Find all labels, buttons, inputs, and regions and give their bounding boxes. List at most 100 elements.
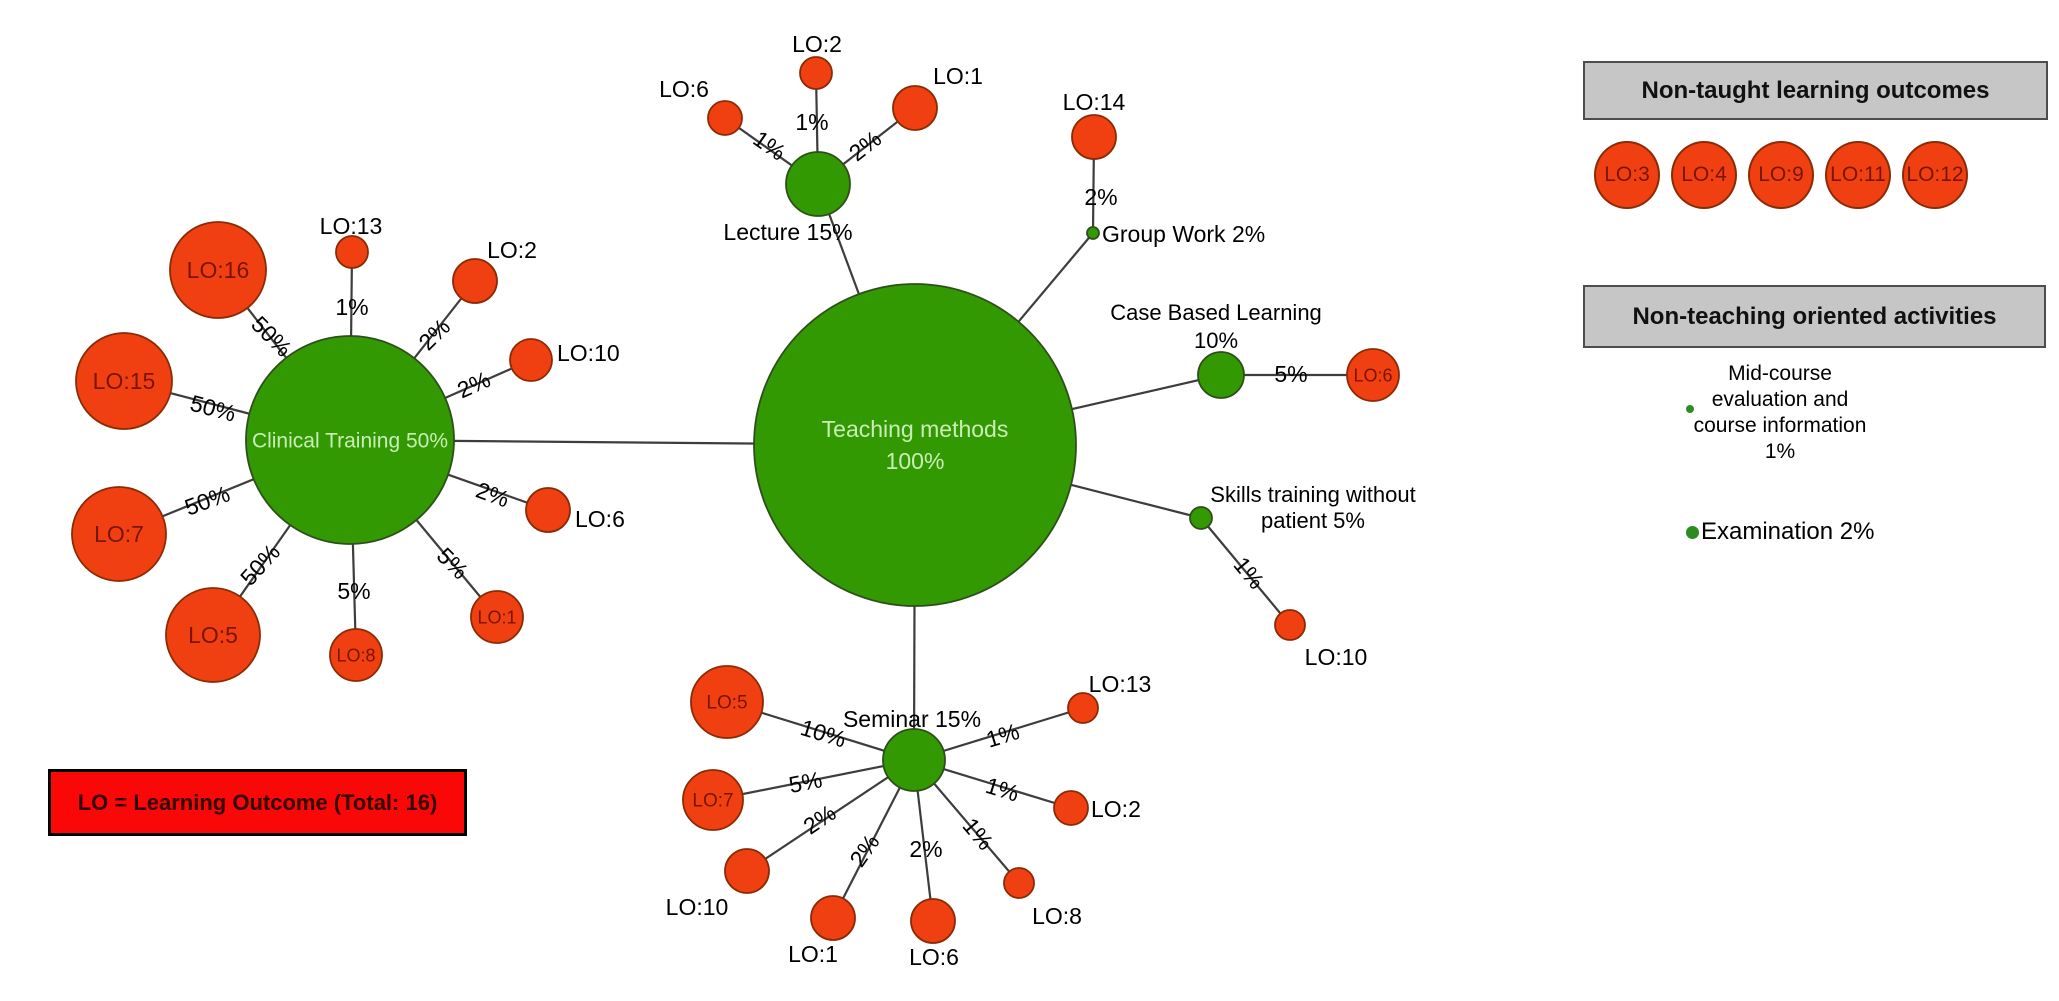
node-cl-lo6 [525, 487, 571, 533]
node-label-lo14: LO:14 [1063, 89, 1126, 115]
node-sem-lo1 [810, 895, 856, 941]
edge-label-cl-lo6--clinical: 2% [473, 477, 513, 513]
node-label-teaching: 100% [886, 448, 945, 474]
node-case-lo6 [1346, 348, 1400, 402]
node-label-cl-lo1: LO:1 [477, 607, 516, 627]
lo-footnote-box: LO = Learning Outcome (Total: 16) [48, 769, 467, 836]
node-label-lec-lo1: LO:1 [933, 63, 983, 89]
mid-course-line: course information [1693, 414, 1867, 437]
node-label-skills-lo10: LO:10 [1305, 644, 1368, 670]
edge-label-sem-lo13--seminar: 1% [983, 718, 1022, 753]
legend-lo-circle: LO:9 [1748, 141, 1814, 209]
node-label-cl-lo8: LO:8 [336, 645, 375, 665]
edge-label-cl-lo15--clinical: 50% [187, 390, 238, 427]
node-cl-lo7 [71, 486, 167, 582]
node-cl-lo1 [470, 590, 524, 644]
node-label-cl-lo6: LO:6 [575, 506, 625, 532]
node-label-sem-lo6: LO:6 [909, 944, 959, 970]
node-label-teaching: Teaching methods [822, 416, 1009, 442]
edge-label-cl-lo10--clinical: 2% [453, 366, 494, 403]
node-lo14 [1071, 114, 1117, 160]
node-teaching [753, 283, 1077, 607]
mid-course-line: evaluation and [1711, 388, 1849, 411]
non-teaching-title: Non-teaching oriented activities [1632, 302, 1997, 330]
edge-label-cl-lo16--clinical: 50% [246, 311, 297, 362]
node-cl-lo13 [335, 235, 369, 269]
edge-label-lo14--group-work: 2% [1084, 184, 1117, 210]
node-label-case-based: Case Based Learning [1110, 300, 1322, 325]
node-sem-lo7 [682, 769, 744, 831]
edge-label-sem-lo6--seminar: 2% [909, 836, 942, 862]
node-case-based [1197, 351, 1245, 399]
node-label-sem-lo2: LO:2 [1091, 796, 1141, 822]
node-label-cl-lo16: LO:16 [187, 257, 250, 283]
node-cl-lo5 [165, 587, 261, 683]
node-label-sem-lo1: LO:1 [788, 941, 838, 967]
node-label-cl-lo5: LO:5 [188, 622, 238, 648]
edge-label-cl-lo2--clinical: 2% [413, 313, 455, 355]
mid-course-dot [1686, 405, 1694, 413]
node-seminar [882, 728, 946, 792]
mid-course-line: 1% [1764, 440, 1796, 463]
lo-footnote-text: LO = Learning Outcome (Total: 16) [77, 789, 438, 815]
edge-skills-lo10--skills [1200, 517, 1291, 626]
examination-row: Examination 2% [1686, 518, 1874, 546]
non-taught-title: Non-taught learning outcomes [1641, 76, 1990, 104]
node-sem-lo13 [1067, 692, 1099, 724]
edge-label-cl-lo13--clinical: 1% [335, 294, 368, 320]
node-cl-lo10 [509, 338, 553, 382]
node-label-case-lo6: LO:6 [1353, 365, 1392, 385]
legend-lo-circle: LO:11 [1825, 141, 1891, 209]
legend-lo-circle: LO:3 [1594, 141, 1660, 209]
node-cl-lo15 [75, 332, 173, 430]
node-lec-lo6 [707, 100, 743, 136]
node-label-sem-lo7: LO:7 [692, 791, 733, 812]
node-lec-lo2 [799, 56, 833, 90]
edge-label-cl-lo5--clinical: 50% [235, 539, 285, 591]
node-label-skills: patient 5% [1261, 508, 1365, 533]
node-clinical [245, 335, 455, 545]
edge-label-sem-lo5--seminar: 10% [798, 714, 850, 752]
node-label-cl-lo13: LO:13 [320, 213, 383, 239]
edge-label-cl-lo7--clinical: 50% [181, 480, 233, 520]
edge-label-sem-lo1--seminar: 2% [844, 829, 884, 871]
non-teaching-header: Non-teaching oriented activities [1583, 285, 2046, 348]
node-label-sem-lo10: LO:10 [666, 894, 729, 920]
legend-lo-circle: LO:12 [1902, 141, 1968, 209]
node-label-lec-lo6: LO:6 [659, 76, 709, 102]
node-sem-lo8 [1003, 867, 1035, 899]
edge-sem-lo7--seminar [712, 758, 915, 802]
edge-label-cl-lo8--clinical: 5% [337, 578, 370, 604]
node-label-clinical: Clinical Training 50% [252, 429, 448, 452]
non-taught-header: Non-taught learning outcomes [1583, 61, 2048, 120]
node-label-skills: Skills training without [1210, 482, 1415, 507]
node-label-lec-lo2: LO:2 [792, 31, 842, 57]
node-skills [1189, 506, 1213, 530]
legend-lo-circle: LO:4 [1671, 141, 1737, 209]
node-label-sem-lo13: LO:13 [1089, 671, 1152, 697]
non-taught-circles: LO:3 LO:4 LO:9 LO:11 LO:12 [1594, 141, 1968, 209]
node-label-sem-lo5: LO:5 [706, 693, 747, 714]
node-sem-lo5 [690, 665, 764, 739]
node-label-case-based: 10% [1194, 328, 1238, 353]
node-label-cl-lo2: LO:2 [487, 237, 537, 263]
node-group-work [1086, 226, 1100, 240]
mid-course-label: Mid-course evaluation and course informati… [1670, 361, 1890, 465]
node-label-cl-lo15: LO:15 [93, 368, 156, 394]
node-sem-lo2 [1053, 790, 1089, 826]
edge-label-cl-lo1--clinical: 5% [432, 542, 474, 584]
edge-sem-lo10--seminar [746, 759, 915, 872]
node-label-cl-lo7: LO:7 [94, 521, 144, 547]
node-label-cl-lo10: LO:10 [557, 340, 620, 366]
examination-dot [1686, 525, 1699, 539]
edge-label-sem-lo7--seminar: 5% [787, 766, 825, 798]
mid-course-line: Mid-course [1728, 362, 1832, 385]
edge-label-sem-lo2--seminar: 1% [983, 772, 1022, 807]
node-label-seminar: Seminar 15% [843, 706, 981, 732]
node-cl-lo2 [452, 258, 498, 304]
edge-label-lec-lo2--lecture: 1% [795, 109, 828, 135]
examination-label: Examination 2% [1701, 518, 1875, 545]
node-label-group-work: Group Work 2% [1102, 221, 1265, 247]
